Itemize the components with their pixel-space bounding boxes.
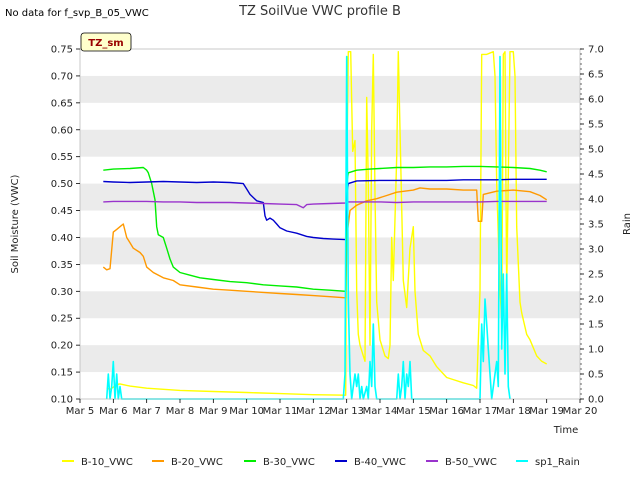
legend-label: B-10_VWC [81, 457, 133, 468]
x-tick-label: Mar 17 [463, 406, 498, 417]
y-tick-label: 0.35 [51, 260, 73, 271]
y2-tick-label: 5.0 [588, 145, 604, 156]
y2-tick-label: 1.0 [588, 345, 604, 356]
y-tick-label: 0.25 [51, 314, 73, 325]
x-tick-label: Mar 18 [496, 406, 531, 417]
legend-label: B-20_VWC [171, 457, 223, 468]
x-tick-label: Mar 13 [329, 406, 364, 417]
x-tick-label: Mar 7 [132, 406, 160, 417]
x-tick-label: Mar 12 [296, 406, 331, 417]
legend-label: B-40_VWC [354, 457, 406, 468]
legend-label: B-50_VWC [445, 457, 497, 468]
y2-tick-label: 4.0 [588, 195, 604, 206]
y-tick-label: 0.20 [51, 341, 73, 352]
y-tick-label: 0.50 [51, 179, 73, 190]
y2-tick-label: 2.5 [588, 270, 604, 281]
x-tick-label: Mar 15 [396, 406, 431, 417]
legend-label: B-30_VWC [263, 457, 315, 468]
site-tag-background [80, 32, 132, 52]
series-line-B-40_VWC [103, 178, 547, 241]
site-tag-box: TZ_sm [80, 32, 132, 52]
x-tick-label: Mar 5 [66, 406, 94, 417]
series-line-B-30_VWC [103, 165, 547, 292]
site-tag-label: TZ_sm [88, 38, 123, 49]
no-data-note: No data for f_svp_B_05_VWC [5, 8, 149, 19]
y-tick-label: 0.45 [51, 206, 73, 217]
x-tick-label: Mar 9 [199, 406, 227, 417]
grid-band [80, 237, 580, 265]
y-axis-label: Soil Moisture (VWC) [10, 174, 21, 273]
y-tick-label: 0.70 [51, 71, 73, 82]
y2-tick-label: 3.5 [588, 220, 604, 231]
axes-layer: 0.100.150.200.250.300.350.400.450.500.55… [10, 45, 633, 437]
series-line-B-20_VWC [102, 187, 548, 299]
grid-band [80, 75, 580, 103]
grid-band [80, 291, 580, 319]
y-tick-label: 0.75 [51, 45, 73, 56]
x-tick-label: Mar 6 [99, 406, 127, 417]
x-axis-label: Time [553, 425, 578, 436]
legend: B-10_VWC B-20_VWC B-30_VWC B-40_VWC B-50_VWC… [62, 457, 580, 468]
x-tick-label: Mar 16 [429, 406, 464, 417]
series-line-B-50_VWC [103, 200, 547, 209]
x-tick-label: Mar 20 [563, 406, 598, 417]
y-tick-label: 0.15 [51, 368, 73, 379]
y-tick-label: 0.60 [51, 125, 73, 136]
y2-tick-label: 2.0 [588, 295, 604, 306]
x-tick-label: Mar 19 [529, 406, 564, 417]
chart-title: TZ SoilVue VWC profile B [239, 4, 401, 19]
y2-tick-label: 4.5 [588, 170, 604, 181]
y2-tick-label: 5.5 [588, 120, 604, 131]
y-tick-label: 0.55 [51, 152, 73, 163]
x-tick-label: Mar 8 [166, 406, 194, 417]
y2-tick-label: 6.5 [588, 70, 604, 81]
y2-axis-label: Rain [622, 213, 633, 235]
y2-tick-label: 7.0 [588, 45, 604, 56]
y2-tick-label: 0.0 [588, 395, 604, 406]
y2-tick-label: 3.0 [588, 245, 604, 256]
legend-label: sp1_Rain [535, 457, 580, 468]
y2-tick-label: 1.5 [588, 320, 604, 331]
x-tick-label: Mar 10 [229, 406, 264, 417]
y-tick-label: 0.65 [51, 98, 73, 109]
y-tick-label: 0.10 [51, 395, 73, 406]
x-tick-label: Mar 14 [363, 406, 398, 417]
y2-tick-label: 0.5 [588, 370, 604, 381]
y-tick-label: 0.30 [51, 287, 73, 298]
y2-tick-label: 6.0 [588, 95, 604, 106]
y-tick-label: 0.40 [51, 233, 73, 244]
x-tick-label: Mar 11 [263, 406, 298, 417]
